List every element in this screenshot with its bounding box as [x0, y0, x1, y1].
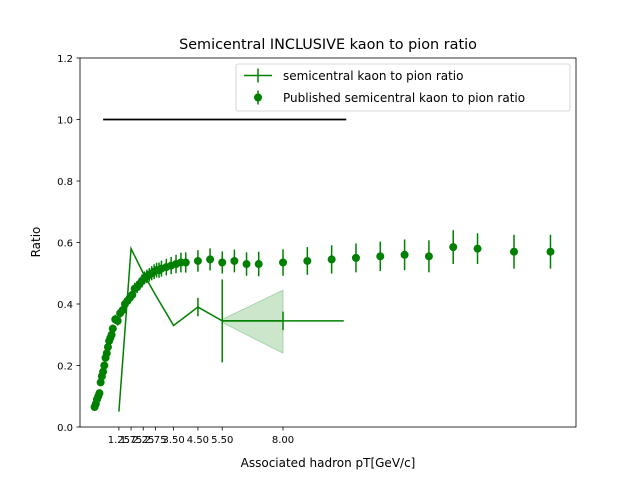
y-axis-label: Ratio [29, 227, 43, 258]
data-point-published [303, 256, 312, 265]
plot-frame [79, 57, 577, 428]
data-point-published [242, 260, 251, 269]
data-point-published [327, 255, 336, 264]
chart-title: Semicentral INCLUSIVE kaon to pion ratio [179, 37, 477, 53]
data-point-published [279, 258, 288, 267]
data-point-published [230, 256, 239, 265]
x-tick-label: 3.50 [162, 435, 184, 446]
legend-point-swatch [254, 93, 262, 102]
plot-area [90, 118, 555, 412]
x-tick-label: 1.25 [108, 435, 130, 446]
x-tick-label: 4.50 [187, 435, 209, 446]
x-tick-label: 2.25 [132, 435, 154, 446]
data-point-published [376, 252, 385, 261]
y-tick-label: 1.0 [57, 116, 73, 127]
data-point-published [424, 252, 433, 261]
y-tick-label: 0.2 [57, 362, 73, 373]
y-tick-label: 0.0 [57, 423, 73, 434]
data-point-published [254, 260, 263, 269]
series-line-semicentral [118, 245, 284, 412]
data-point-published [102, 349, 111, 358]
x-tick-label: 1.75 [120, 435, 142, 446]
x-axis-label: Associated hadron pT[GeV/c] [241, 456, 416, 470]
data-point-published [449, 243, 458, 252]
data-point-published [193, 256, 202, 265]
uncertainty-band [221, 289, 284, 355]
x-tick-label: 2.75 [144, 435, 166, 446]
data-point-published [510, 247, 518, 256]
data-point-published [351, 253, 360, 262]
data-point-published [99, 367, 108, 376]
data-point-published [546, 247, 555, 256]
legend-label-semicentral: semicentral kaon to pion ratio [283, 69, 463, 83]
data-point-published [218, 258, 227, 267]
data-point-published [181, 258, 190, 267]
data-point-published [113, 316, 122, 325]
x-tick-label: 5.50 [211, 435, 233, 446]
data-point-published [103, 343, 112, 352]
x-axis: 1.251.752.252.753.50 4.50 5.50 8.00 [108, 427, 294, 446]
data-point-published [400, 250, 409, 259]
y-tick-label: 0.8 [57, 177, 73, 188]
y-tick-label: 0.6 [57, 239, 73, 250]
y-tick-label: 1.2 [57, 54, 73, 65]
legend-box [235, 63, 571, 112]
data-point-published [206, 255, 215, 264]
data-point-published [100, 361, 109, 370]
legend: semicentral kaon to pion ratio Published… [235, 63, 571, 112]
data-point-published [473, 244, 482, 253]
data-point-published [95, 389, 104, 398]
y-axis: 0.0 0.2 0.4 0.6 0.8 1.0 1.2 [57, 54, 80, 434]
x-tick-label: 8.00 [272, 435, 294, 446]
data-point-published [108, 324, 117, 333]
data-point-published [96, 378, 105, 387]
data-point-published [107, 330, 116, 339]
y-tick-label: 0.4 [57, 300, 73, 311]
legend-label-published: Published semicentral kaon to pion ratio [283, 91, 525, 105]
